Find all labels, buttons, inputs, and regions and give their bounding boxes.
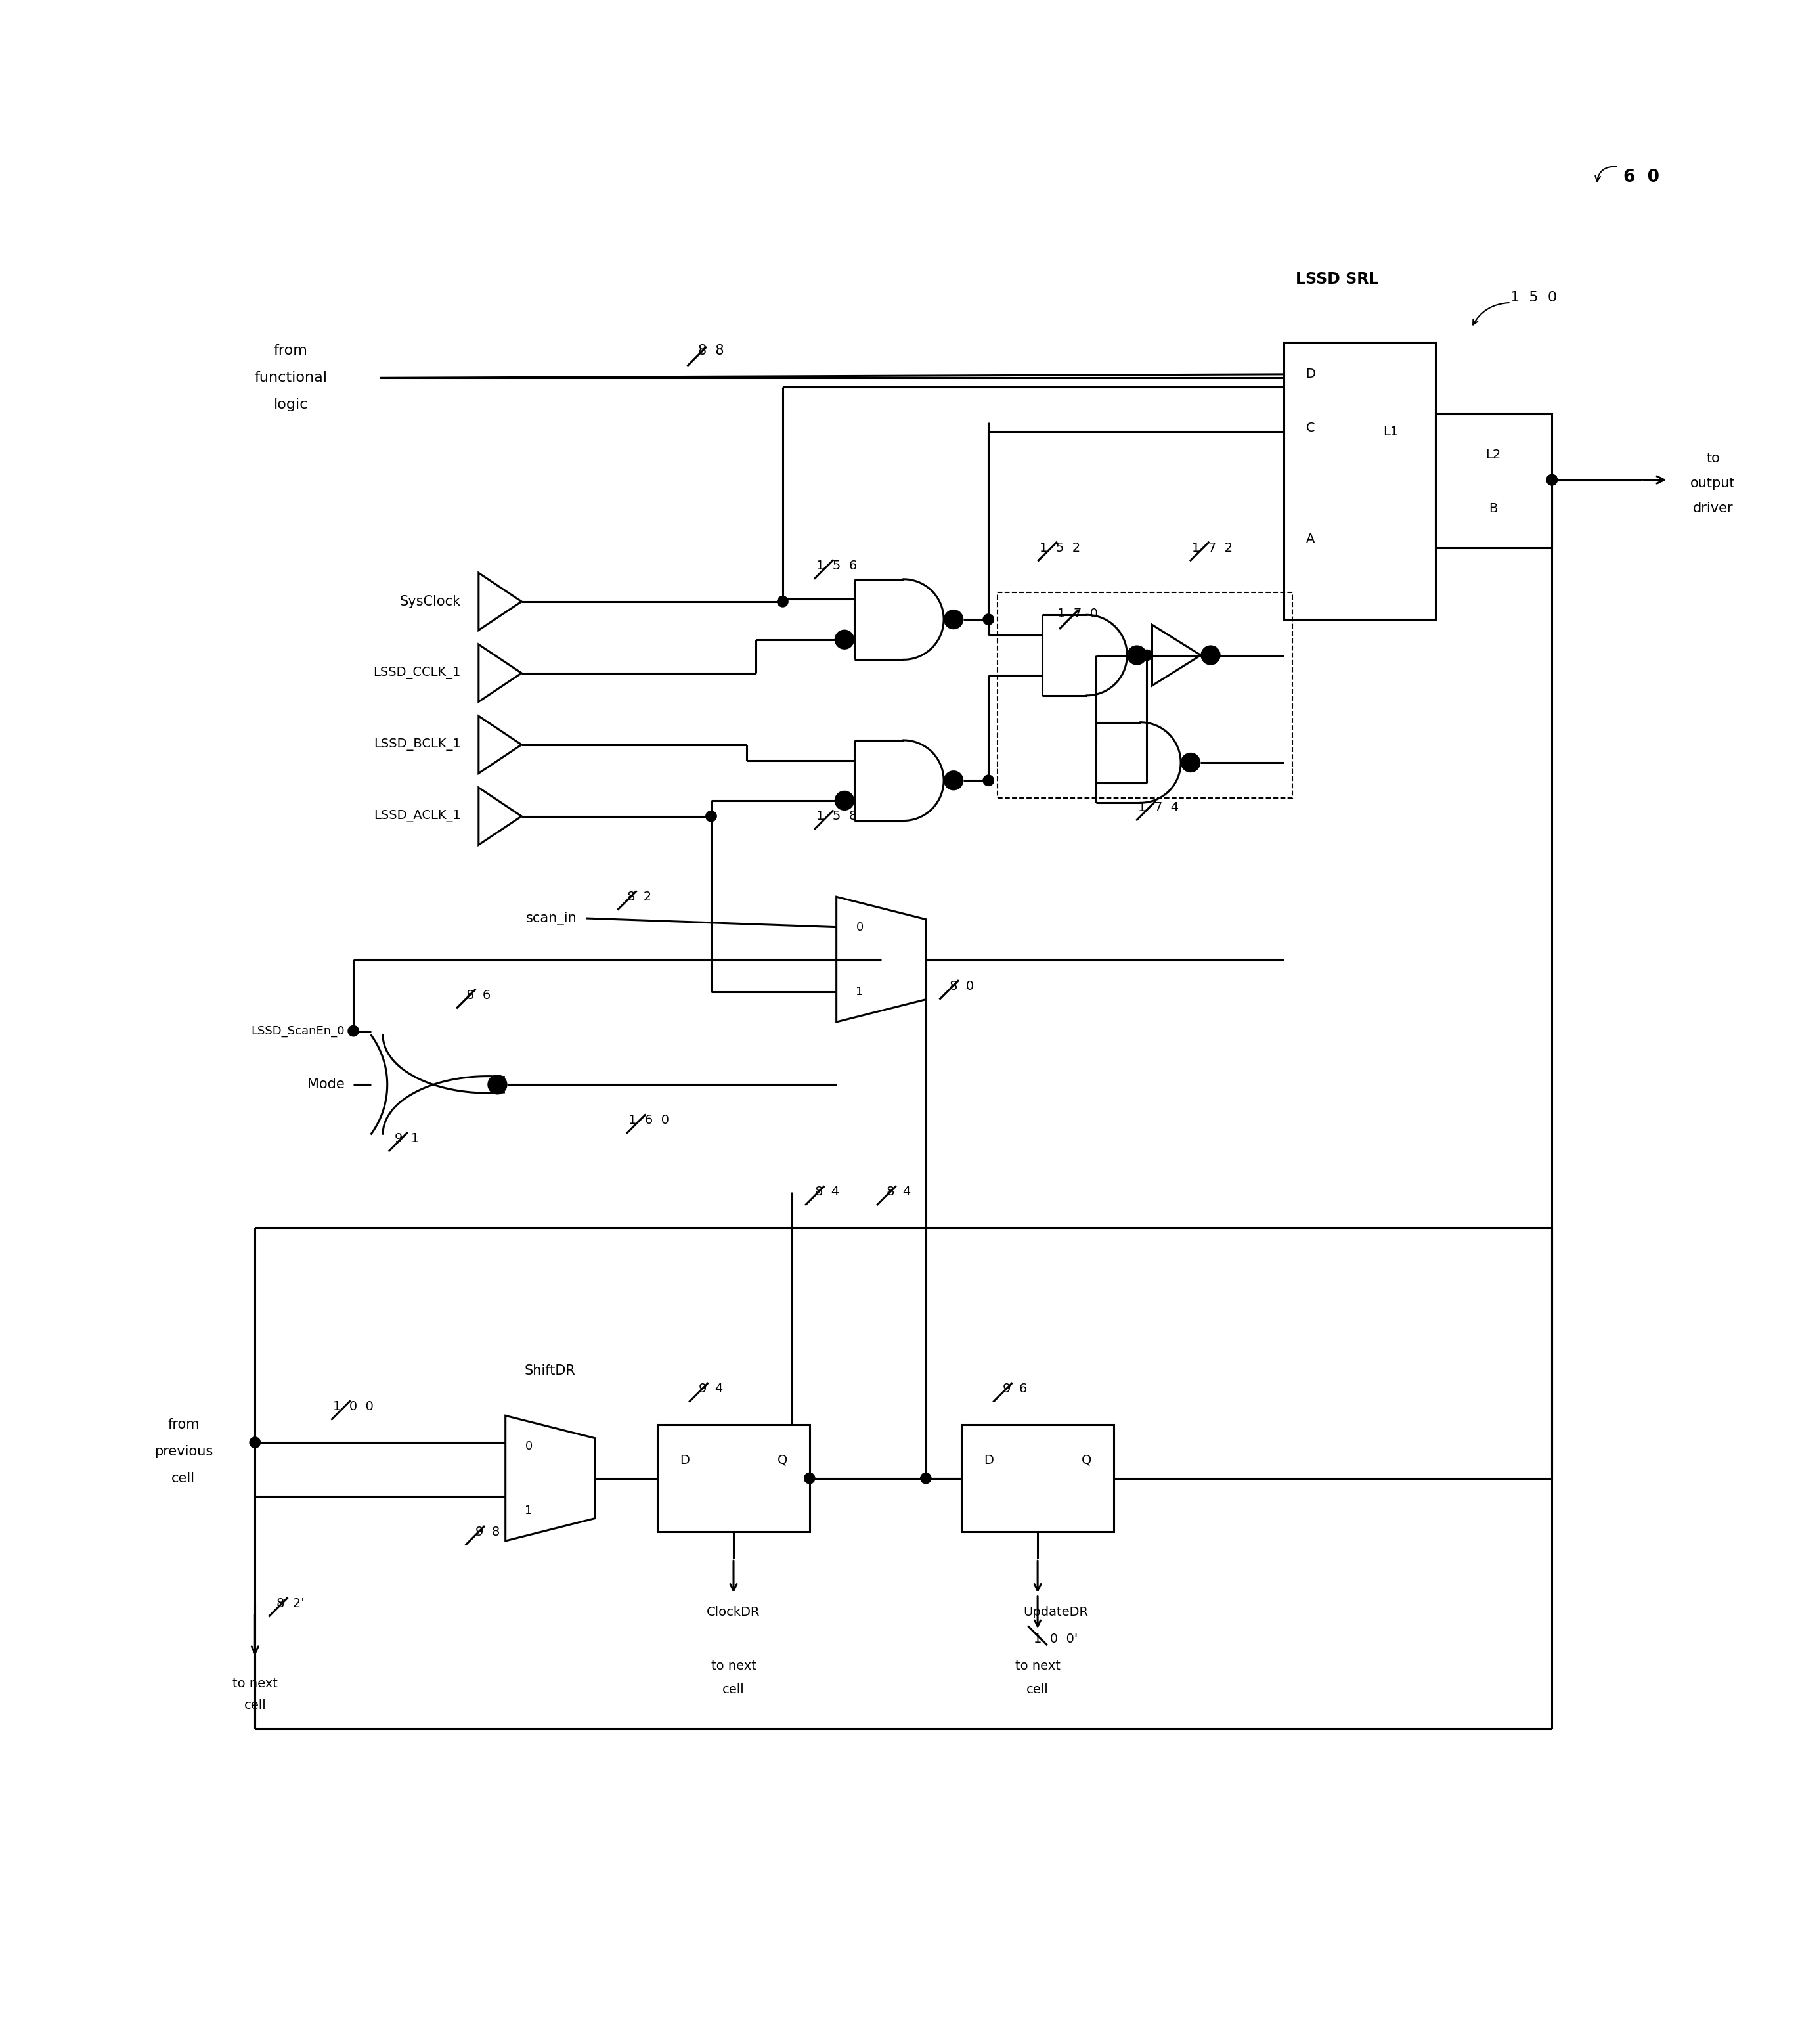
Circle shape — [777, 597, 788, 607]
Text: L1: L1 — [1383, 425, 1399, 437]
Text: ShiftDR: ShiftDR — [525, 1363, 575, 1378]
Circle shape — [944, 771, 962, 789]
Circle shape — [1546, 474, 1557, 484]
Text: LSSD_BCLK_1: LSSD_BCLK_1 — [374, 738, 460, 750]
Text: from: from — [273, 345, 307, 358]
Text: 1  6  0: 1 6 0 — [628, 1114, 669, 1126]
Text: 8  2': 8 2' — [277, 1596, 306, 1611]
Text: to: to — [1706, 452, 1721, 464]
Circle shape — [489, 1075, 507, 1094]
Text: LSSD_ScanEn_0: LSSD_ScanEn_0 — [252, 1024, 345, 1036]
Bar — [658, 1425, 809, 1531]
Text: ClockDR: ClockDR — [707, 1607, 761, 1619]
Circle shape — [984, 775, 994, 785]
Text: to next: to next — [710, 1660, 757, 1672]
Text: to next: to next — [1016, 1660, 1061, 1672]
Circle shape — [1127, 646, 1145, 664]
Text: SysClock: SysClock — [399, 595, 460, 609]
Text: C: C — [1305, 421, 1314, 433]
Text: 9  8: 9 8 — [475, 1525, 500, 1539]
Text: cell: cell — [245, 1699, 266, 1711]
Bar — [1284, 341, 1435, 619]
Text: from: from — [167, 1419, 200, 1431]
Circle shape — [1142, 650, 1153, 660]
Text: functional: functional — [254, 372, 327, 384]
Circle shape — [921, 1474, 931, 1484]
Text: LSSD_CCLK_1: LSSD_CCLK_1 — [374, 666, 460, 679]
Text: cell: cell — [1027, 1682, 1048, 1697]
Circle shape — [349, 1026, 360, 1036]
Text: 8  4: 8 4 — [886, 1186, 912, 1198]
Text: A: A — [1305, 533, 1314, 546]
Text: L2: L2 — [1485, 448, 1501, 462]
Text: 9  1: 9 1 — [396, 1132, 419, 1145]
Circle shape — [1181, 754, 1199, 771]
Text: 1  0  0: 1 0 0 — [333, 1400, 374, 1412]
Text: B: B — [1489, 503, 1498, 515]
Circle shape — [707, 811, 717, 822]
Text: 1  5  2: 1 5 2 — [1039, 542, 1081, 554]
Text: 1  7  4: 1 7 4 — [1138, 801, 1179, 814]
Text: 1  5  6: 1 5 6 — [816, 560, 858, 572]
Text: 8  4: 8 4 — [814, 1186, 840, 1198]
Text: to next: to next — [232, 1678, 277, 1690]
Text: output: output — [1690, 476, 1735, 491]
Text: cell: cell — [171, 1472, 196, 1484]
Circle shape — [836, 791, 854, 809]
Text: 8  6: 8 6 — [466, 989, 491, 1002]
Text: Q: Q — [779, 1453, 788, 1468]
Text: driver: driver — [1692, 503, 1733, 515]
Circle shape — [836, 632, 854, 648]
Text: 1  7  2: 1 7 2 — [1192, 542, 1232, 554]
Text: logic: logic — [273, 399, 307, 411]
Text: 1  7  0: 1 7 0 — [1057, 607, 1099, 619]
Text: 1  0  0': 1 0 0' — [1034, 1633, 1077, 1645]
Text: 0: 0 — [525, 1441, 532, 1451]
Text: UpdateDR: UpdateDR — [1023, 1607, 1088, 1619]
Text: 6  0: 6 0 — [1624, 170, 1660, 186]
Text: 1: 1 — [856, 985, 863, 997]
Text: 9  6: 9 6 — [1003, 1382, 1027, 1396]
Text: LSSD_ACLK_1: LSSD_ACLK_1 — [374, 809, 460, 822]
Circle shape — [1546, 474, 1557, 484]
Text: 1  5  0: 1 5 0 — [1510, 290, 1557, 305]
Text: D: D — [984, 1453, 992, 1468]
Text: 8  0: 8 0 — [949, 979, 975, 993]
Bar — [998, 593, 1293, 799]
Text: 0: 0 — [856, 922, 863, 932]
Text: Mode: Mode — [307, 1077, 345, 1091]
Text: cell: cell — [723, 1682, 744, 1697]
Bar — [962, 1425, 1113, 1531]
Circle shape — [984, 613, 994, 625]
Text: 1  5  8: 1 5 8 — [816, 809, 858, 822]
Text: D: D — [680, 1453, 689, 1468]
Text: 8  2: 8 2 — [628, 891, 653, 903]
Text: 1: 1 — [525, 1504, 532, 1517]
Text: scan_in: scan_in — [527, 912, 577, 926]
Text: 9  4: 9 4 — [699, 1382, 723, 1396]
Circle shape — [944, 611, 962, 628]
Text: D: D — [1305, 368, 1316, 380]
Circle shape — [250, 1437, 261, 1447]
Text: 8  8: 8 8 — [698, 345, 725, 358]
Text: previous: previous — [155, 1445, 212, 1457]
Circle shape — [1201, 646, 1219, 664]
Text: Q: Q — [1082, 1453, 1091, 1468]
Circle shape — [804, 1474, 814, 1484]
Text: LSSD SRL: LSSD SRL — [1296, 272, 1379, 288]
Bar — [1435, 413, 1552, 548]
